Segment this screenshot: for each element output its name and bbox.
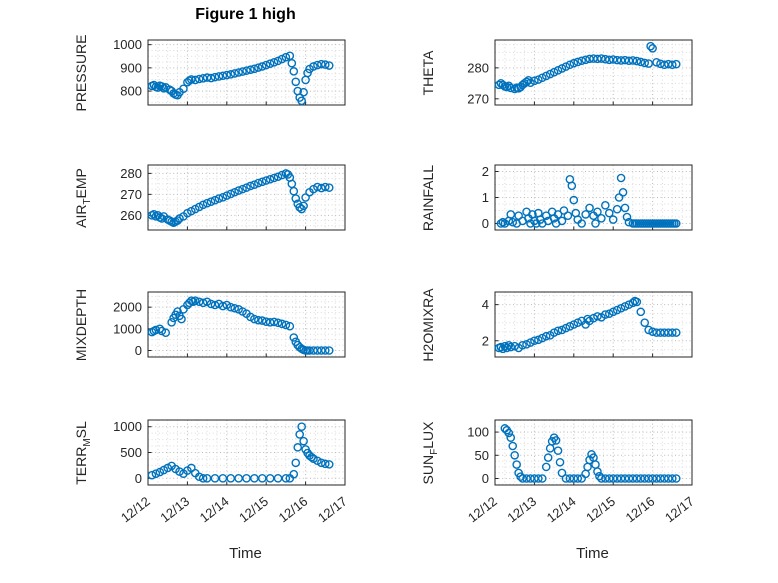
svg-text:0: 0 — [482, 471, 489, 486]
figure-title: Figure 1 high — [195, 6, 296, 23]
y-axis-label-terrmsl: TERRMSL — [73, 421, 93, 485]
svg-text:12/17: 12/17 — [315, 494, 348, 526]
chart-h2omixra: 24 — [482, 291, 693, 358]
chart-terrmsl: 0 500 1000 12/12 12/13 12/14 12/15 12/16 12/17 — [113, 419, 348, 526]
svg-text:4: 4 — [482, 297, 489, 312]
subplot-rainfall: RAINFALL 0 1 2 — [415, 159, 695, 237]
ylabel-text: PRESSURE — [73, 33, 90, 112]
svg-text:100: 100 — [467, 425, 489, 440]
svg-text:12/13: 12/13 — [504, 494, 539, 526]
chart-theta: 270 280 — [467, 39, 693, 106]
ylabel-text: THETA — [420, 50, 437, 95]
ylabel-text: AIR — [73, 204, 90, 228]
svg-text:280: 280 — [467, 60, 489, 75]
y-axis-label-sunflux: SUNFLUX — [420, 421, 440, 484]
svg-text:0: 0 — [135, 471, 142, 486]
y-axis-label-column: MIXDEPTH — [68, 286, 98, 363]
subplot-sunflux: SUNFLUX 0 50 100 12/12 12/13 12/14 12/15 12/16 1… — [415, 414, 695, 530]
svg-text:12/17: 12/17 — [662, 494, 695, 526]
svg-text:0: 0 — [482, 216, 489, 231]
svg-text:0: 0 — [135, 343, 142, 358]
ylabel-subscript: M — [81, 437, 93, 447]
svg-text:12/12: 12/12 — [465, 494, 500, 526]
y-axis-label-pressure: PRESSURE — [73, 34, 93, 111]
chart-sunflux: 0 50 100 12/12 12/13 12/14 12/15 12/16 12/17 — [465, 419, 695, 526]
svg-text:12/14: 12/14 — [197, 494, 232, 526]
svg-text:12/15: 12/15 — [583, 494, 618, 526]
ylabel-subscript: F — [428, 448, 440, 455]
svg-text:1: 1 — [482, 190, 489, 205]
ylabel-text-post: SL — [73, 420, 90, 438]
svg-text:1000: 1000 — [113, 321, 142, 336]
ylabel-text: RAINFALL — [420, 164, 437, 231]
svg-text:2: 2 — [482, 164, 489, 179]
svg-text:50: 50 — [475, 448, 489, 463]
y-axis-label-column: THETA — [415, 34, 445, 111]
ylabel-text: SUN — [420, 454, 437, 484]
svg-text:1000: 1000 — [113, 37, 142, 52]
ylabel-text: TERR — [73, 446, 90, 485]
y-axis-label-column: PRESSURE — [68, 34, 98, 111]
svg-text:270: 270 — [467, 91, 489, 106]
y-axis-label-column: RAINFALL — [415, 159, 445, 236]
svg-text:2000: 2000 — [113, 300, 142, 315]
chart-rainfall: 0 1 2 — [482, 164, 693, 231]
y-axis-label-h2omixra: H2OMIXRA — [420, 288, 440, 361]
subplot-terrmsl: TERRMSL 0 500 1000 12/12 12/13 12/14 12/15 12/1… — [68, 414, 348, 530]
y-axis-label-column: SUNFLUX — [415, 414, 445, 491]
y-axis-label-theta: THETA — [420, 50, 440, 95]
svg-text:800: 800 — [120, 84, 142, 99]
svg-text:2: 2 — [482, 333, 489, 348]
svg-text:12/14: 12/14 — [544, 494, 579, 526]
y-axis-label-airtemp: AIRTEMP — [73, 168, 93, 228]
y-axis-label-mixdepth: MIXDEPTH — [73, 288, 93, 360]
ylabel-text-post: EMP — [73, 167, 90, 198]
subplot-pressure: PRESSURE 800 900 1000 — [68, 34, 348, 112]
svg-text:12/13: 12/13 — [157, 494, 192, 526]
chart-pressure: 800 900 1000 — [113, 37, 346, 106]
svg-text:12/12: 12/12 — [118, 494, 153, 526]
ylabel-text: H2OMIXRA — [420, 287, 437, 362]
svg-text:260: 260 — [120, 208, 142, 223]
svg-text:12/16: 12/16 — [623, 494, 658, 526]
subplot-airtemp: AIRTEMP 260 270 280 — [68, 159, 348, 237]
svg-text:12/16: 12/16 — [276, 494, 311, 526]
svg-text:12/15: 12/15 — [236, 494, 271, 526]
y-axis-label-column: H2OMIXRA — [415, 286, 445, 363]
chart-airtemp: 260 270 280 — [120, 164, 346, 231]
svg-text:270: 270 — [120, 187, 142, 202]
x-axis-label-time-left: Time — [229, 545, 262, 562]
y-axis-label-column: AIRTEMP — [68, 159, 98, 236]
ylabel-text: MIXDEPTH — [73, 288, 90, 361]
subplot-mixdepth: MIXDEPTH 0 1000 2000 — [68, 286, 348, 364]
ylabel-text-post: LUX — [420, 421, 437, 449]
svg-text:500: 500 — [120, 445, 142, 460]
x-axis-label-time-right: Time — [576, 545, 609, 562]
subplot-theta: THETA 270 280 — [415, 34, 695, 112]
y-axis-label-rainfall: RAINFALL — [420, 164, 440, 230]
svg-text:1000: 1000 — [113, 419, 142, 434]
y-axis-label-column: TERRMSL — [68, 414, 98, 491]
chart-mixdepth: 0 1000 2000 — [113, 291, 346, 358]
svg-text:900: 900 — [120, 60, 142, 75]
svg-text:280: 280 — [120, 166, 142, 181]
